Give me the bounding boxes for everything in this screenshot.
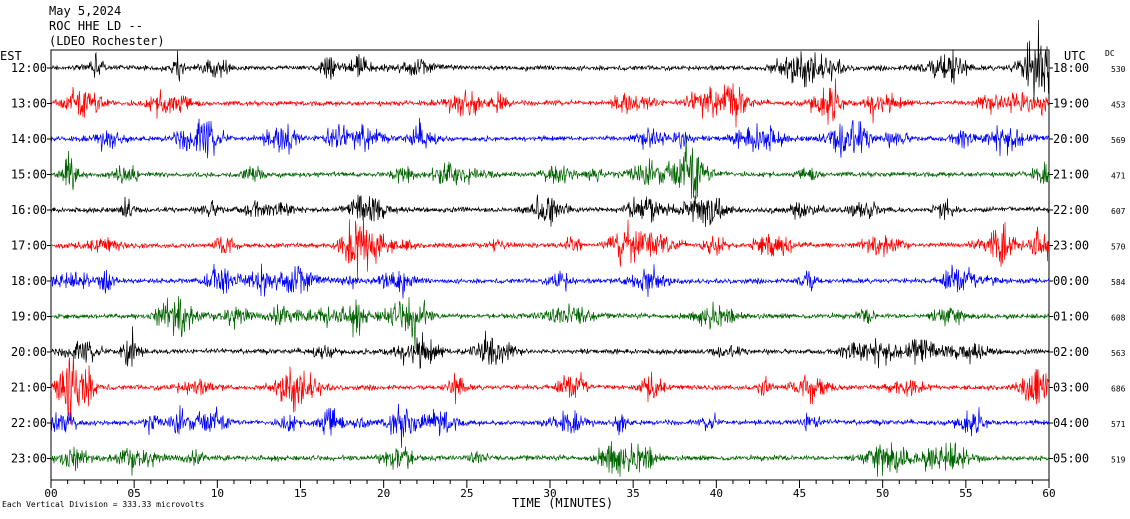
dc-offset-label: 571 (1111, 420, 1126, 429)
utc-hour-label: 19:00 (1053, 97, 1089, 111)
est-hour-label: 14:00 (11, 132, 47, 146)
seismic-trace-row (50, 296, 1049, 350)
dc-offset-label: 584 (1111, 278, 1126, 287)
x-tick-label: 45 (793, 487, 806, 500)
x-tick-label: 15 (294, 487, 307, 500)
dc-offset-label: 608 (1111, 314, 1126, 323)
grid-layer (47, 49, 1053, 488)
seismic-trace-row (50, 352, 1050, 425)
x-tick-label: 30 (543, 487, 556, 500)
x-tick-label: 00 (44, 487, 57, 500)
seismic-trace-row (50, 135, 1050, 199)
dc-offset-label: 530 (1111, 65, 1126, 74)
est-axis-label: EST (0, 49, 22, 63)
label-layer: 00 05 10 15 20 25 30 35 40 45 50 55 60 12:00 18:00 530 1… (11, 61, 1126, 500)
est-hour-label: 20:00 (11, 345, 47, 359)
est-hour-label: 13:00 (11, 97, 47, 111)
dc-offset-label: 686 (1111, 385, 1126, 394)
est-hour-label: 17:00 (11, 239, 47, 253)
plot-frame (50, 49, 1050, 481)
seismic-trace-row (50, 117, 1050, 159)
title-line-2: ROC HHE LD -- (49, 19, 143, 33)
x-tick-label: 60 (1042, 487, 1055, 500)
est-hour-label: 12:00 (11, 61, 47, 75)
x-tick-label: 35 (627, 487, 640, 500)
est-hour-label: 16:00 (11, 203, 47, 217)
dc-offset-label: 453 (1111, 101, 1126, 110)
x-axis-label: TIME (MINUTES) (512, 496, 614, 510)
utc-hour-label: 02:00 (1053, 345, 1089, 359)
seismic-trace-row (50, 78, 1050, 128)
dc-offset-label: 519 (1111, 456, 1126, 465)
est-hour-label: 18:00 (11, 274, 47, 288)
seismic-trace-row (50, 19, 1050, 101)
scale-footnote: Each Vertical Division = 333.33 microvol… (2, 500, 205, 509)
dc-axis-label: DC (1105, 49, 1115, 58)
dc-offset-label: 607 (1111, 207, 1126, 216)
dc-offset-label: 563 (1111, 349, 1126, 358)
dc-offset-label: 569 (1111, 136, 1126, 145)
utc-hour-label: 04:00 (1053, 416, 1089, 430)
x-tick-label: 20 (377, 487, 390, 500)
x-tick-label: 25 (460, 487, 473, 500)
est-hour-label: 22:00 (11, 416, 47, 430)
est-hour-label: 19:00 (11, 310, 47, 324)
dc-offset-label: 570 (1111, 243, 1126, 252)
seismic-trace-row (50, 263, 1050, 299)
x-tick-label: 40 (710, 487, 723, 500)
utc-hour-label: 22:00 (1053, 203, 1089, 217)
seismic-trace-row (50, 211, 1050, 282)
dc-offset-label: 471 (1111, 172, 1126, 181)
x-tick-label: 05 (128, 487, 141, 500)
x-tick-label: 55 (959, 487, 972, 500)
utc-hour-label: 21:00 (1053, 168, 1089, 182)
trace-layer (50, 19, 1050, 477)
title-line-3: (LDEO Rochester) (49, 34, 165, 48)
utc-hour-label: 23:00 (1053, 239, 1089, 253)
utc-hour-label: 00:00 (1053, 274, 1089, 288)
seismic-trace-row (50, 403, 1050, 448)
seismic-trace-row (50, 194, 1050, 228)
utc-hour-label: 03:00 (1053, 381, 1089, 395)
title-line-1: May 5,2024 (49, 4, 122, 18)
utc-hour-label: 01:00 (1053, 310, 1089, 324)
utc-hour-label: 05:00 (1053, 452, 1089, 466)
est-hour-label: 21:00 (11, 381, 47, 395)
x-tick-label: 50 (876, 487, 889, 500)
seismic-trace-row (50, 441, 1050, 477)
seismic-trace-row (50, 326, 1050, 369)
utc-hour-label: 20:00 (1053, 132, 1089, 146)
x-tick-label: 10 (211, 487, 224, 500)
utc-axis-label: UTC (1064, 49, 1086, 63)
utc-hour-label: 18:00 (1053, 61, 1089, 75)
est-hour-label: 15:00 (11, 168, 47, 182)
est-hour-label: 23:00 (11, 452, 47, 466)
